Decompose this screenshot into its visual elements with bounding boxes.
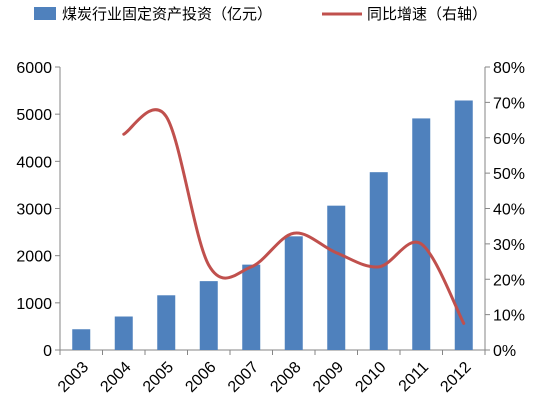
y-right-tick-labels: 0% 10% 20% 30% 40% 50% 60% 70% 80% [493, 60, 525, 360]
y-left-tick-label: 1000 [16, 296, 52, 313]
x-tick-label: 2007 [225, 359, 262, 396]
bar [369, 172, 388, 350]
x-tick-label: 2003 [55, 359, 92, 396]
bar-series [72, 100, 473, 350]
legend-bar-swatch [34, 7, 56, 20]
y-left-tick-label: 5000 [16, 107, 52, 124]
y-right-tick-label: 0% [493, 343, 516, 360]
bar [412, 118, 431, 350]
bar [242, 264, 261, 350]
legend-bar-label: 煤炭行业固定资产投资（亿元） [62, 5, 272, 23]
y-left-tick-label: 3000 [16, 202, 52, 219]
bar [454, 100, 473, 350]
bar [199, 281, 218, 350]
bar [72, 329, 91, 350]
x-tick-label: 2012 [437, 359, 474, 396]
x-tick-label: 2009 [310, 359, 347, 396]
y-right-tick-label: 70% [493, 95, 525, 112]
y-left-tick-label: 0 [43, 343, 52, 360]
y-left-tick-label: 6000 [16, 60, 52, 77]
x-tick-label: 2006 [182, 359, 219, 396]
growth-line [122, 108, 466, 325]
bar [114, 316, 133, 350]
bar [284, 236, 303, 350]
y-left-tick-label: 2000 [16, 249, 52, 266]
y-right-tick-label: 80% [493, 60, 525, 77]
y-right-tick-label: 30% [493, 237, 525, 254]
line-series [122, 108, 466, 325]
x-tick-labels: 2003 2004 2005 2006 2007 2008 2009 2010 2011 2012 [55, 359, 475, 396]
legend-line-label: 同比增速（右轴） [367, 5, 487, 23]
x-tick-label: 2004 [97, 359, 134, 396]
bar [157, 295, 176, 350]
y-right-tick-label: 50% [493, 166, 525, 183]
legend: 煤炭行业固定资产投资（亿元） 同比增速（右轴） [34, 5, 487, 23]
y-right-tick-label: 20% [493, 272, 525, 289]
x-tick-label: 2010 [352, 359, 389, 396]
bar [327, 205, 346, 350]
x-tick-label: 2005 [140, 359, 177, 396]
y-right-tick-label: 40% [493, 202, 525, 219]
y-right-tick-label: 10% [493, 308, 525, 325]
y-left-tick-label: 4000 [16, 154, 52, 171]
x-tick-label: 2011 [396, 359, 432, 395]
y-left-tick-labels: 0 1000 2000 3000 4000 5000 6000 [16, 60, 52, 360]
y-right-tick-label: 60% [493, 131, 525, 148]
x-tick-label: 2008 [267, 359, 304, 396]
